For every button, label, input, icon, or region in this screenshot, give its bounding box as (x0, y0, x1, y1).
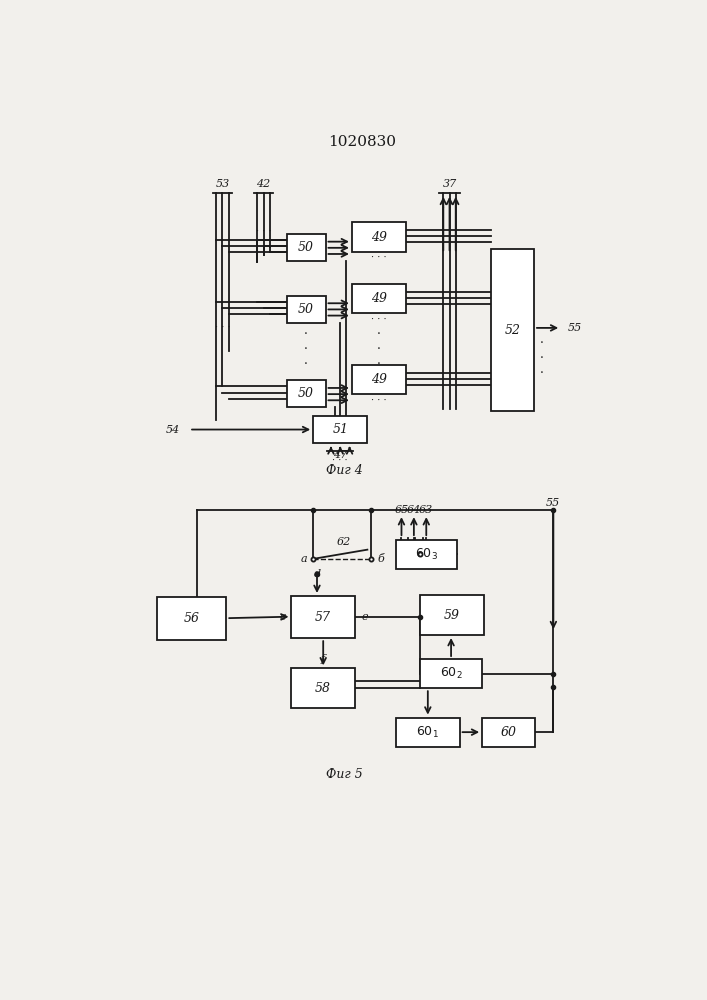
Text: 53: 53 (216, 179, 230, 189)
Text: · · ·: · · · (256, 227, 271, 236)
Text: f: f (321, 654, 325, 664)
Text: Фиг 5: Фиг 5 (326, 768, 363, 781)
Text: 58: 58 (315, 682, 331, 695)
Text: 52: 52 (505, 324, 520, 337)
Text: 60: 60 (501, 726, 516, 739)
Text: 49: 49 (371, 292, 387, 305)
Bar (396, 540, 457, 569)
Text: · · ·: · · · (371, 315, 387, 324)
Text: Фиг 4: Фиг 4 (326, 464, 363, 477)
Text: $60_3$: $60_3$ (415, 547, 438, 562)
Bar (156, 597, 226, 640)
Text: 59: 59 (444, 609, 460, 622)
Bar (352, 222, 406, 252)
Text: 49: 49 (371, 373, 387, 386)
Text: б: б (378, 554, 384, 564)
Text: · · ·: · · · (371, 253, 387, 262)
Text: 42: 42 (257, 179, 271, 189)
Text: · · ·: · · · (371, 396, 387, 405)
Text: e: e (361, 612, 368, 622)
Text: 56: 56 (183, 612, 199, 625)
Bar (291, 596, 355, 638)
Text: · · ·: · · · (442, 204, 457, 213)
Text: ·
·
·: · · · (304, 328, 308, 371)
Text: 37: 37 (443, 179, 457, 189)
Text: $60_2$: $60_2$ (440, 666, 462, 681)
Text: 1020830: 1020830 (328, 135, 396, 149)
Bar (352, 365, 406, 394)
Text: · · ·: · · · (332, 456, 348, 465)
Text: c: c (280, 612, 286, 622)
Text: 51: 51 (332, 423, 349, 436)
Text: 64: 64 (407, 505, 421, 515)
Bar (287, 296, 325, 323)
Text: 54: 54 (165, 425, 180, 435)
Text: 50: 50 (298, 241, 314, 254)
Text: a: a (301, 554, 308, 564)
Text: ·
·
·: · · · (377, 328, 381, 371)
Text: d: d (313, 569, 320, 579)
Text: 55: 55 (547, 498, 561, 508)
Text: 50: 50 (298, 387, 314, 400)
Bar (291, 668, 355, 708)
Bar (313, 416, 368, 443)
Text: ·
·
·: · · · (540, 337, 544, 380)
Bar (287, 234, 325, 261)
Text: 63: 63 (419, 505, 433, 515)
Text: 62: 62 (337, 537, 351, 547)
Text: 57: 57 (315, 611, 331, 624)
Text: $60_1$: $60_1$ (416, 725, 439, 740)
Bar (482, 718, 534, 747)
Bar (491, 249, 534, 411)
Bar (352, 284, 406, 313)
Bar (420, 659, 482, 688)
Bar (287, 380, 325, 407)
Text: · · ·: · · · (215, 323, 230, 332)
Text: 55: 55 (567, 323, 582, 333)
Bar (396, 718, 460, 747)
Text: 65: 65 (395, 505, 409, 515)
Text: 50: 50 (298, 303, 314, 316)
Text: 49: 49 (371, 231, 387, 244)
Text: 47: 47 (333, 450, 347, 460)
Bar (420, 595, 484, 635)
